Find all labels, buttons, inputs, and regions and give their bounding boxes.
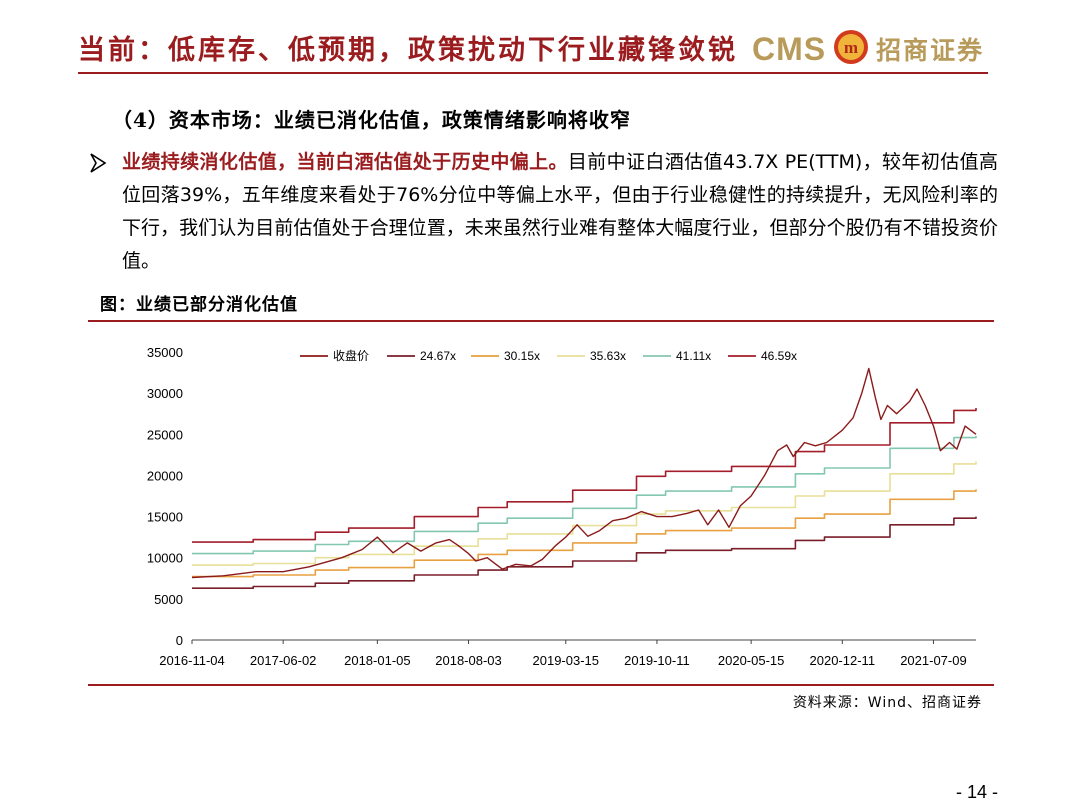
y-tick-label: 15000 — [147, 510, 183, 525]
source-note: 资料来源：Wind、招商证券 — [792, 695, 982, 711]
x-tick-label: 2021-07-09 — [900, 653, 967, 668]
series-line-35-63x — [192, 461, 977, 566]
bullet-body: 目前中证白酒估值43.7X PE(TTM)，较年初估值高位回落39%，五年维度来… — [122, 151, 998, 272]
legend-label: 收盘价 — [333, 348, 369, 363]
y-tick-label: 10000 — [147, 551, 183, 566]
y-tick-label: 25000 — [147, 427, 183, 442]
y-tick-label: 35000 — [147, 345, 183, 360]
x-tick-label: 2016-11-04 — [159, 653, 225, 668]
cms-emblem-icon: m — [832, 28, 870, 70]
y-tick-label: 20000 — [147, 468, 183, 483]
logo-cms-text: CMS — [752, 30, 827, 67]
series-line-41-11x — [192, 435, 977, 555]
y-tick-label: 5000 — [154, 592, 183, 607]
x-tick-label: 2018-08-03 — [435, 653, 502, 668]
arrow-bullet-icon — [88, 152, 108, 185]
series-line-24-67x — [192, 516, 977, 589]
figure-caption: 图：业绩已部分消化估值 — [100, 295, 298, 315]
y-tick-label: 0 — [176, 633, 183, 648]
legend-label: 41.11x — [676, 349, 711, 363]
svg-text:m: m — [844, 38, 858, 57]
figure-bottom-divider — [88, 684, 994, 686]
legend-label: 35.63x — [590, 349, 626, 363]
bullet-text: 业绩持续消化估值，当前白酒估值处于历史中偏上。目前中证白酒估值43.7X PE(… — [122, 146, 998, 278]
legend-label: 24.67x — [420, 349, 456, 363]
y-tick-label: 30000 — [147, 386, 183, 401]
logo-company-name: 招商证券 — [876, 36, 985, 65]
section-title: （4）资本市场：业绩已消化估值，政策情绪影响将收窄 — [112, 108, 631, 132]
series-line-- — [191, 367, 977, 579]
bullet-bold-lead: 业绩持续消化估值，当前白酒估值处于历史中偏上。 — [122, 151, 568, 173]
x-tick-label: 2019-03-15 — [533, 653, 600, 668]
legend-label: 30.15x — [504, 349, 540, 363]
cms-logo: CMS m 招商证券 — [752, 26, 984, 72]
x-tick-label: 2019-10-11 — [624, 653, 690, 668]
page-number: - 14 - — [955, 782, 998, 802]
x-tick-label: 2017-06-02 — [250, 653, 317, 668]
header-divider — [78, 72, 988, 74]
series-line-30-15x — [192, 489, 977, 578]
page-title: 当前：低库存、低预期，政策扰动下行业藏锋敛锐 — [78, 35, 738, 66]
legend-label: 46.59x — [761, 349, 797, 363]
series-line-46-59x — [192, 408, 977, 543]
x-tick-label: 2018-01-05 — [344, 653, 411, 668]
x-tick-label: 2020-05-15 — [718, 653, 785, 668]
figure-top-divider — [88, 320, 994, 322]
x-tick-label: 2020-12-11 — [810, 653, 876, 668]
